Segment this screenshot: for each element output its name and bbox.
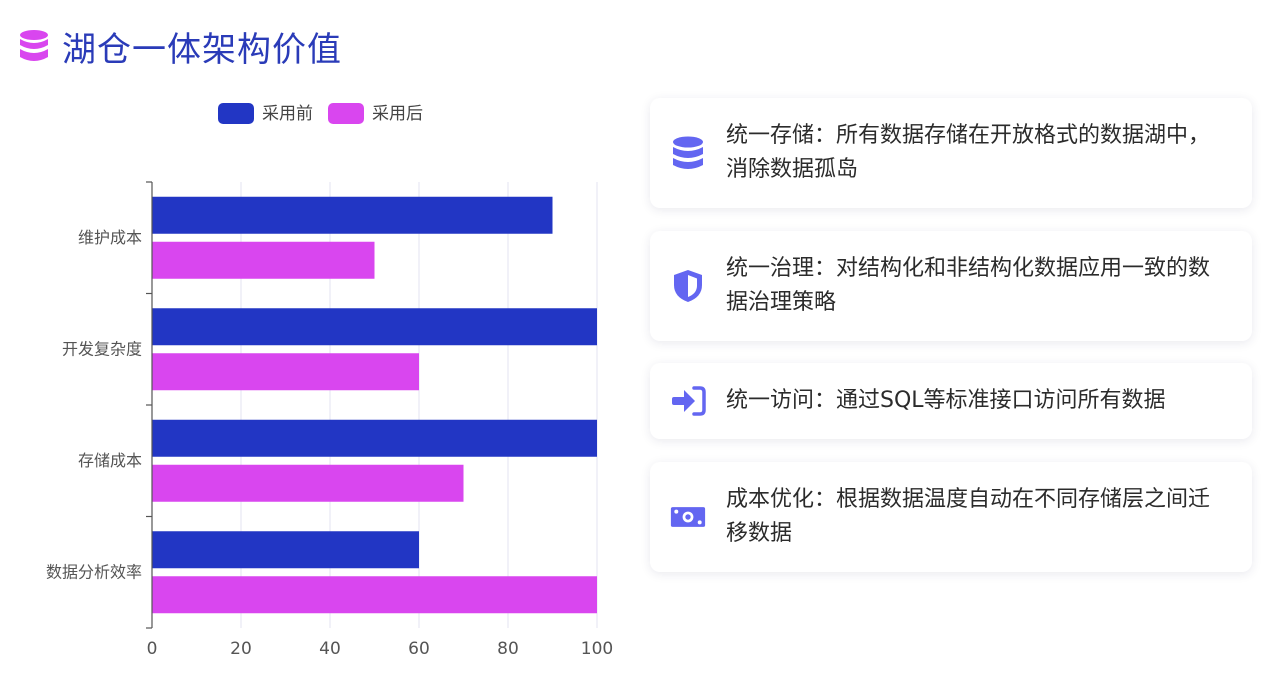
- page-title: 湖仓一体架构价值: [62, 30, 342, 70]
- feature-card-text: 统一存储：所有数据存储在开放格式的数据湖中，消除数据孤岛: [726, 123, 1211, 182]
- bar: [152, 531, 419, 569]
- bar: [152, 241, 375, 279]
- x-tick-label: 40: [319, 639, 341, 659]
- bar: [152, 308, 597, 346]
- legend-swatch: [328, 103, 364, 124]
- category-label: 维护成本: [78, 228, 142, 247]
- x-tick-label: 0: [147, 639, 158, 659]
- money-bill-icon: [670, 507, 706, 527]
- category-label: 开发复杂度: [62, 339, 142, 358]
- x-tick-label: 80: [497, 639, 519, 659]
- legend-label: 采用前: [262, 104, 313, 124]
- shield-icon: [674, 270, 702, 302]
- bar: [152, 353, 419, 391]
- category-label: 存储成本: [78, 451, 142, 470]
- bar: [152, 464, 464, 502]
- feature-card-text: 统一访问：通过SQL等标准接口访问所有数据: [726, 388, 1166, 413]
- feature-card-access: 统一访问：通过SQL等标准接口访问所有数据: [650, 363, 1252, 439]
- feature-card-cost: 成本优化：根据数据温度自动在不同存储层之间迁移数据: [650, 462, 1252, 572]
- x-tick-label: 20: [230, 639, 252, 659]
- feature-card-text: 成本优化：根据数据温度自动在不同存储层之间迁移数据: [726, 487, 1211, 546]
- title-row: 湖仓一体架构价值: [18, 22, 342, 71]
- bar: [152, 196, 553, 234]
- bar: [152, 576, 597, 614]
- feature-card-text: 统一治理：对结构化和非结构化数据应用一致的数据治理策略: [726, 256, 1211, 315]
- sign-in-icon: [672, 386, 706, 416]
- feature-card-storage: 统一存储：所有数据存储在开放格式的数据湖中，消除数据孤岛: [650, 98, 1252, 208]
- database-icon: [20, 29, 48, 61]
- x-tick-label: 60: [408, 639, 430, 659]
- legend-swatch: [218, 103, 254, 124]
- feature-card-governance: 统一治理：对结构化和非结构化数据应用一致的数据治理策略: [650, 231, 1252, 341]
- category-label: 数据分析效率: [46, 562, 142, 581]
- database-icon: [673, 136, 703, 169]
- legend-label: 采用后: [372, 104, 423, 124]
- bar: [152, 419, 597, 457]
- x-tick-label: 100: [581, 639, 613, 659]
